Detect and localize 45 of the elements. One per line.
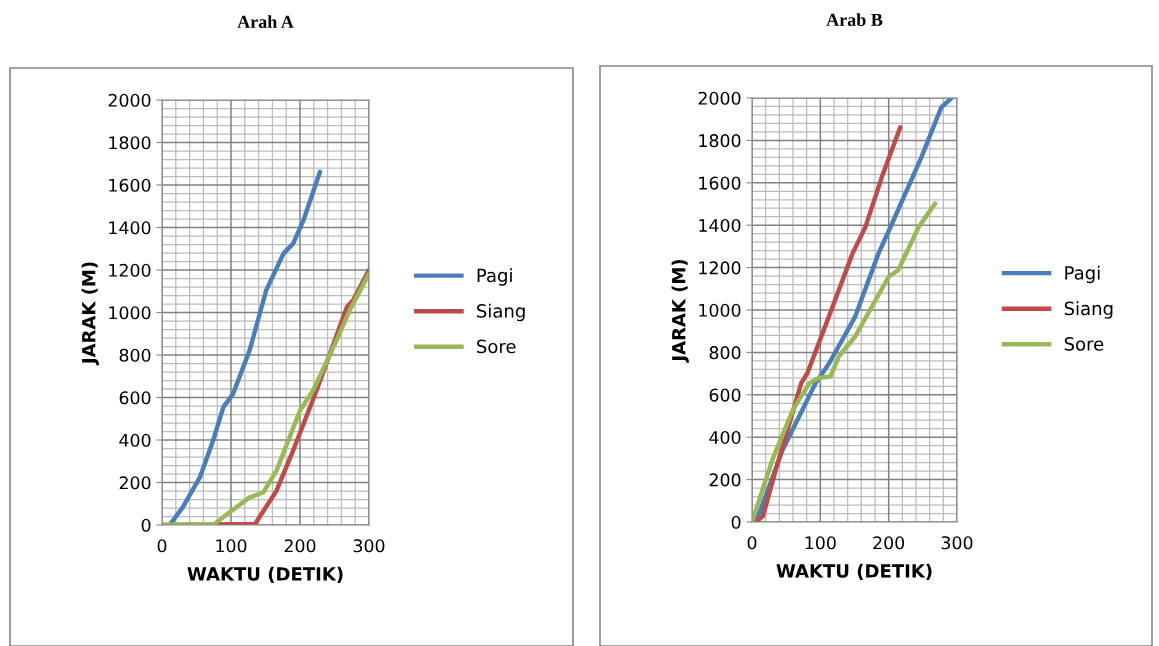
y-tick-label: 1200: [699, 261, 741, 275]
line-series: [752, 201, 938, 522]
y-tick-label: 200: [119, 476, 151, 490]
y-axis-title: JARAK (M): [671, 259, 689, 363]
x-tick-label: 300: [353, 539, 385, 553]
y-tick-label: 0: [141, 518, 151, 532]
y-tick-label: 1600: [699, 176, 741, 190]
x-tick-label: 200: [284, 539, 316, 553]
y-tick-label: 1800: [109, 136, 151, 150]
x-tick-label: 0: [747, 536, 757, 550]
y-tick-label: 2000: [108, 93, 151, 107]
legend-label: Pagi: [1065, 265, 1100, 284]
legend-label: Sore: [1064, 337, 1104, 351]
y-tick-label: 800: [709, 346, 741, 360]
y-tick-label: 400: [119, 433, 151, 447]
y-tick-label: 200: [709, 473, 741, 487]
y-tick-label: 2000: [698, 91, 741, 105]
legend-label: Siang: [477, 303, 525, 322]
y-tick-label: 800: [119, 348, 151, 362]
chart-title: Arab B: [826, 13, 883, 26]
x-tick-label: 100: [216, 539, 247, 553]
x-axis-title: WAKTU (DETIK): [776, 563, 932, 580]
line-series: [167, 169, 323, 525]
y-tick-label: 1200: [109, 263, 151, 277]
legend-label: Sore: [477, 339, 516, 354]
line-series: [753, 125, 903, 522]
x-tick-label: 0: [157, 539, 167, 553]
y-axis-title: JARAK (M): [81, 262, 99, 366]
x-axis-title: WAKTU (DETIK): [187, 566, 343, 583]
y-tick-label: 400: [709, 430, 741, 445]
legend-label: Siang: [1064, 301, 1113, 319]
legend-label: Pagi: [477, 268, 512, 286]
y-tick-label: 600: [119, 391, 151, 405]
y-tick-label: 0: [731, 515, 741, 529]
x-tick-label: 100: [805, 536, 836, 550]
y-tick-label: 1000: [109, 306, 151, 320]
y-tick-label: 1000: [699, 303, 741, 317]
y-tick-label: 1400: [109, 221, 151, 235]
x-tick-label: 300: [941, 536, 973, 550]
y-tick-label: 1400: [699, 218, 741, 233]
chart-title: Arah A: [237, 15, 294, 28]
y-tick-label: 1600: [109, 178, 151, 192]
x-tick-label: 200: [873, 536, 905, 550]
y-tick-label: 1800: [699, 134, 741, 148]
y-tick-label: 600: [709, 388, 741, 402]
